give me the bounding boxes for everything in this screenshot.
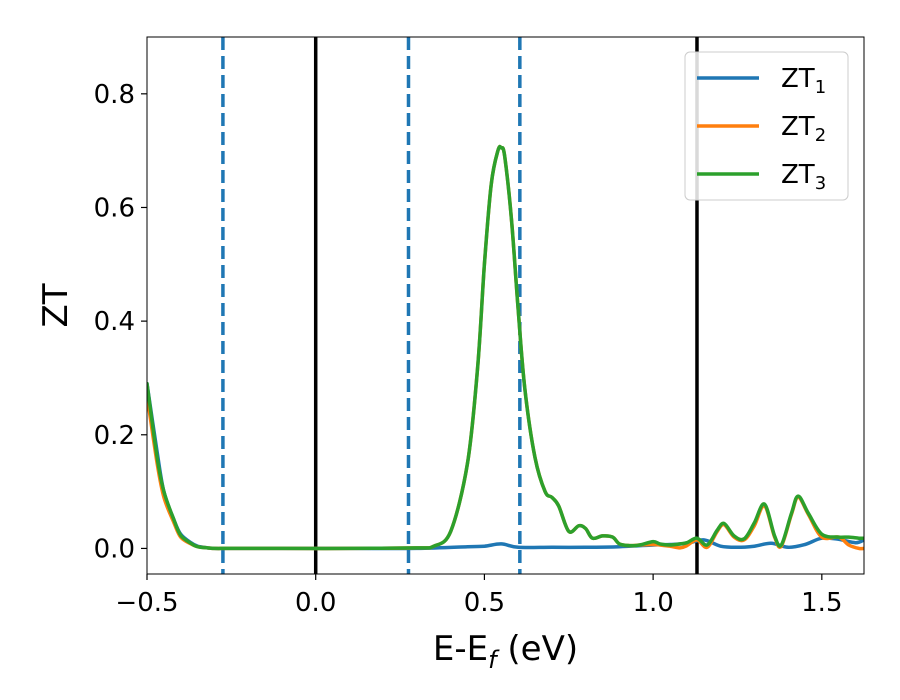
x-tick-label: 0.5 <box>464 588 505 618</box>
x-tick-label: −0.5 <box>115 588 178 618</box>
x-axis-label-main: E-E <box>433 629 488 669</box>
series-line-zt2 <box>147 144 864 551</box>
x-axis-label-unit: (eV) <box>497 629 579 669</box>
x-tick-label: 1.0 <box>632 588 673 618</box>
plot-frame <box>146 36 865 575</box>
x-axis-label: E-Ef (eV) <box>433 629 578 674</box>
y-axis-label: ZT <box>36 283 76 327</box>
series-line-zt3 <box>147 144 864 551</box>
legend: ZT1 ZT2 ZT3 <box>684 51 849 201</box>
y-tick-label: 0.8 <box>94 80 135 110</box>
x-tick-label: 0.0 <box>295 588 336 618</box>
x-tick-label: 1.5 <box>801 588 842 618</box>
legend-label-zt2: ZT2 <box>781 112 826 146</box>
legend-box <box>684 51 849 201</box>
y-tick-label: 0.6 <box>94 193 135 223</box>
y-tick-label: 0.4 <box>94 307 135 337</box>
legend-label-zt3: ZT3 <box>781 160 826 194</box>
y-tick-label: 0.0 <box>94 534 135 564</box>
series-lines <box>147 144 864 551</box>
legend-label-zt1: ZT1 <box>781 64 826 98</box>
axis-ticks: −0.5 0.0 0.5 1.0 1.5 0.0 0.2 0.4 0.6 0.8 <box>94 80 843 618</box>
y-tick-label: 0.2 <box>94 421 135 451</box>
reference-lines <box>221 37 699 574</box>
